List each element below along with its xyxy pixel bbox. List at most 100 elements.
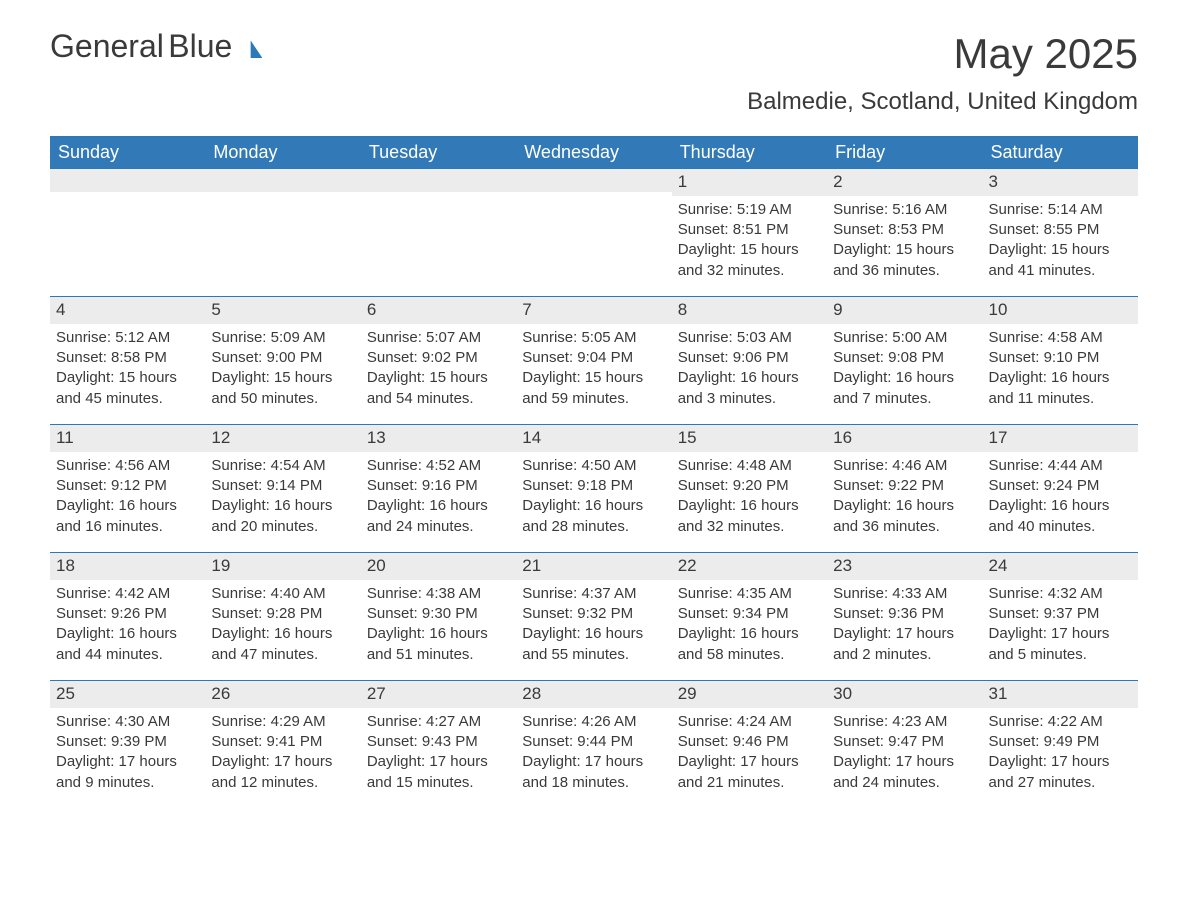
day-number	[205, 168, 360, 192]
daylight-line-1: Daylight: 16 hours	[211, 496, 354, 516]
sunrise-line: Sunrise: 4:54 AM	[211, 456, 354, 476]
daylight-line-1: Daylight: 17 hours	[989, 624, 1132, 644]
day-cell: 8Sunrise: 5:03 AMSunset: 9:06 PMDaylight…	[672, 296, 827, 424]
location-subtitle: Balmedie, Scotland, United Kingdom	[747, 88, 1138, 116]
day-number: 10	[983, 296, 1138, 324]
sunrise-line: Sunrise: 4:46 AM	[833, 456, 976, 476]
day-cell	[361, 168, 516, 296]
day-number: 4	[50, 296, 205, 324]
daylight-line-2: and 18 minutes.	[522, 773, 665, 793]
day-cell: 27Sunrise: 4:27 AMSunset: 9:43 PMDayligh…	[361, 680, 516, 808]
daylight-line-2: and 24 minutes.	[833, 773, 976, 793]
sunset-line: Sunset: 9:44 PM	[522, 732, 665, 752]
day-body: Sunrise: 5:16 AMSunset: 8:53 PMDaylight:…	[833, 200, 976, 281]
day-number: 18	[50, 552, 205, 580]
sunset-line: Sunset: 9:47 PM	[833, 732, 976, 752]
sunset-line: Sunset: 9:49 PM	[989, 732, 1132, 752]
daylight-line-2: and 55 minutes.	[522, 645, 665, 665]
sunset-line: Sunset: 9:39 PM	[56, 732, 199, 752]
day-cell: 26Sunrise: 4:29 AMSunset: 9:41 PMDayligh…	[205, 680, 360, 808]
day-number: 7	[516, 296, 671, 324]
daylight-line-1: Daylight: 17 hours	[522, 752, 665, 772]
day-number: 12	[205, 424, 360, 452]
daylight-line-2: and 47 minutes.	[211, 645, 354, 665]
sunrise-line: Sunrise: 4:50 AM	[522, 456, 665, 476]
daylight-line-1: Daylight: 17 hours	[367, 752, 510, 772]
daylight-line-1: Daylight: 16 hours	[211, 624, 354, 644]
sunset-line: Sunset: 8:51 PM	[678, 220, 821, 240]
day-number: 13	[361, 424, 516, 452]
day-body: Sunrise: 5:09 AMSunset: 9:00 PMDaylight:…	[211, 328, 354, 409]
sunrise-line: Sunrise: 4:58 AM	[989, 328, 1132, 348]
daylight-line-2: and 45 minutes.	[56, 389, 199, 409]
sunrise-line: Sunrise: 4:48 AM	[678, 456, 821, 476]
sunset-line: Sunset: 9:30 PM	[367, 604, 510, 624]
day-number: 31	[983, 680, 1138, 708]
daylight-line-2: and 7 minutes.	[833, 389, 976, 409]
sunrise-line: Sunrise: 4:33 AM	[833, 584, 976, 604]
day-body: Sunrise: 5:19 AMSunset: 8:51 PMDaylight:…	[678, 200, 821, 281]
day-cell: 25Sunrise: 4:30 AMSunset: 9:39 PMDayligh…	[50, 680, 205, 808]
daylight-line-1: Daylight: 17 hours	[833, 752, 976, 772]
day-body: Sunrise: 5:03 AMSunset: 9:06 PMDaylight:…	[678, 328, 821, 409]
sunrise-line: Sunrise: 4:35 AM	[678, 584, 821, 604]
day-cell	[50, 168, 205, 296]
daylight-line-1: Daylight: 16 hours	[989, 368, 1132, 388]
day-number	[516, 168, 671, 192]
day-body: Sunrise: 4:26 AMSunset: 9:44 PMDaylight:…	[522, 712, 665, 793]
day-cell: 5Sunrise: 5:09 AMSunset: 9:00 PMDaylight…	[205, 296, 360, 424]
day-number: 19	[205, 552, 360, 580]
sunrise-line: Sunrise: 4:37 AM	[522, 584, 665, 604]
day-body: Sunrise: 4:40 AMSunset: 9:28 PMDaylight:…	[211, 584, 354, 665]
day-number: 30	[827, 680, 982, 708]
week-row: 25Sunrise: 4:30 AMSunset: 9:39 PMDayligh…	[50, 680, 1138, 808]
day-body: Sunrise: 4:32 AMSunset: 9:37 PMDaylight:…	[989, 584, 1132, 665]
day-body: Sunrise: 5:05 AMSunset: 9:04 PMDaylight:…	[522, 328, 665, 409]
daylight-line-1: Daylight: 16 hours	[989, 496, 1132, 516]
brand-mark-icon	[236, 36, 262, 58]
day-body: Sunrise: 4:24 AMSunset: 9:46 PMDaylight:…	[678, 712, 821, 793]
day-number: 14	[516, 424, 671, 452]
daylight-line-2: and 2 minutes.	[833, 645, 976, 665]
day-cell: 9Sunrise: 5:00 AMSunset: 9:08 PMDaylight…	[827, 296, 982, 424]
day-number: 27	[361, 680, 516, 708]
day-body: Sunrise: 4:23 AMSunset: 9:47 PMDaylight:…	[833, 712, 976, 793]
sunset-line: Sunset: 9:02 PM	[367, 348, 510, 368]
day-body: Sunrise: 4:50 AMSunset: 9:18 PMDaylight:…	[522, 456, 665, 537]
day-body: Sunrise: 4:35 AMSunset: 9:34 PMDaylight:…	[678, 584, 821, 665]
day-cell: 24Sunrise: 4:32 AMSunset: 9:37 PMDayligh…	[983, 552, 1138, 680]
day-body: Sunrise: 4:22 AMSunset: 9:49 PMDaylight:…	[989, 712, 1132, 793]
sunset-line: Sunset: 9:37 PM	[989, 604, 1132, 624]
daylight-line-2: and 41 minutes.	[989, 261, 1132, 281]
day-number: 28	[516, 680, 671, 708]
sunset-line: Sunset: 9:24 PM	[989, 476, 1132, 496]
sunrise-line: Sunrise: 5:00 AM	[833, 328, 976, 348]
daylight-line-2: and 59 minutes.	[522, 389, 665, 409]
sunset-line: Sunset: 9:28 PM	[211, 604, 354, 624]
weekday-header: Sunday	[50, 137, 205, 168]
daylight-line-1: Daylight: 17 hours	[211, 752, 354, 772]
day-number: 20	[361, 552, 516, 580]
sunrise-line: Sunrise: 4:42 AM	[56, 584, 199, 604]
day-cell: 2Sunrise: 5:16 AMSunset: 8:53 PMDaylight…	[827, 168, 982, 296]
sunset-line: Sunset: 9:18 PM	[522, 476, 665, 496]
day-body: Sunrise: 5:12 AMSunset: 8:58 PMDaylight:…	[56, 328, 199, 409]
daylight-line-2: and 32 minutes.	[678, 517, 821, 537]
weekday-header: Saturday	[983, 137, 1138, 168]
weekday-header: Thursday	[672, 137, 827, 168]
day-body: Sunrise: 4:30 AMSunset: 9:39 PMDaylight:…	[56, 712, 199, 793]
day-body: Sunrise: 5:00 AMSunset: 9:08 PMDaylight:…	[833, 328, 976, 409]
daylight-line-2: and 5 minutes.	[989, 645, 1132, 665]
sunrise-line: Sunrise: 4:30 AM	[56, 712, 199, 732]
daylight-line-2: and 24 minutes.	[367, 517, 510, 537]
daylight-line-1: Daylight: 16 hours	[678, 624, 821, 644]
daylight-line-2: and 16 minutes.	[56, 517, 199, 537]
day-number: 23	[827, 552, 982, 580]
day-body: Sunrise: 4:44 AMSunset: 9:24 PMDaylight:…	[989, 456, 1132, 537]
calendar: SundayMondayTuesdayWednesdayThursdayFrid…	[50, 136, 1138, 808]
daylight-line-2: and 15 minutes.	[367, 773, 510, 793]
sunrise-line: Sunrise: 4:52 AM	[367, 456, 510, 476]
sunset-line: Sunset: 9:34 PM	[678, 604, 821, 624]
day-cell: 17Sunrise: 4:44 AMSunset: 9:24 PMDayligh…	[983, 424, 1138, 552]
daylight-line-2: and 12 minutes.	[211, 773, 354, 793]
